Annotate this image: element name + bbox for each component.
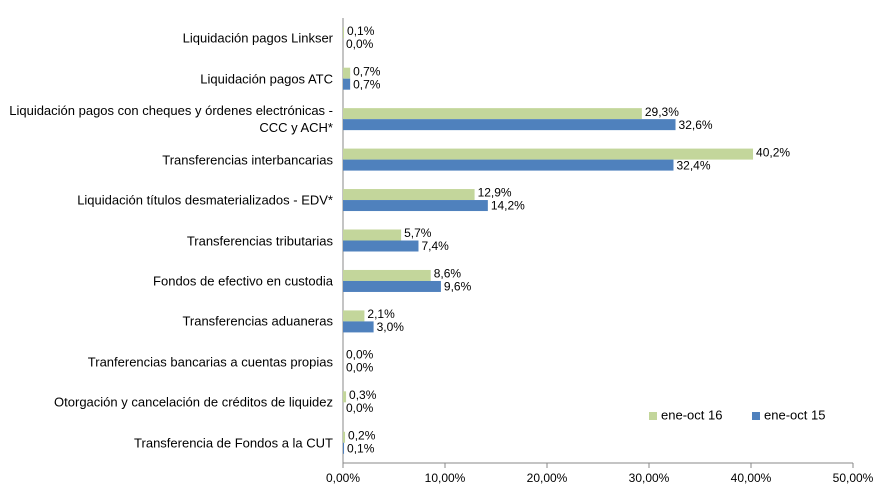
category-label: Transferencias tributarias [186, 233, 333, 248]
category-label: Liquidación pagos ATC [200, 71, 333, 87]
value-label: 0,0% [346, 37, 374, 51]
category-label: Liquidación títulos desmaterializados - … [77, 192, 333, 208]
value-label: 0,3% [349, 388, 377, 402]
category-label: Fondos de efectivo en custodia [153, 273, 333, 289]
value-label: 0,2% [348, 428, 376, 442]
value-label: 0,0% [346, 401, 374, 415]
category-label: Otorgación y cancelación de créditos de … [54, 394, 333, 410]
bar [343, 159, 674, 171]
x-tick-label: 0,00% [326, 471, 360, 485]
legend-swatch [752, 412, 760, 420]
bar [343, 229, 402, 241]
bar [343, 67, 351, 79]
value-label: 0,1% [347, 441, 375, 455]
category-label: Liquidación pagos Linkser [182, 30, 333, 46]
category-label: Transferencias aduaneras [182, 313, 333, 329]
value-label: 9,6% [444, 280, 472, 294]
bar [343, 442, 345, 454]
value-label: 0,7% [353, 64, 381, 78]
x-tick-label: 10,00% [425, 471, 466, 485]
value-label: 7,4% [421, 239, 449, 253]
x-tick-label: 40,00% [731, 471, 772, 485]
legend-label: ene-oct 15 [764, 407, 825, 422]
x-tick-label: 30,00% [629, 471, 670, 485]
value-label: 32,6% [679, 118, 713, 132]
bar [343, 391, 347, 403]
value-label: 0,0% [346, 348, 374, 362]
value-label: 32,4% [676, 158, 710, 172]
bar [343, 269, 431, 281]
value-label: 2,1% [367, 307, 395, 321]
legend-label: ene-oct 16 [661, 407, 722, 422]
bar [343, 27, 345, 39]
x-tick-label: 50,00% [833, 471, 874, 485]
value-label: 3,0% [377, 320, 405, 334]
bar [343, 148, 754, 160]
bar [343, 78, 351, 90]
category-label: Transferencia de Fondos a la CUT [134, 435, 333, 451]
bar [343, 431, 346, 443]
value-label: 0,0% [346, 361, 374, 375]
bar [343, 200, 488, 212]
value-label: 29,3% [645, 105, 679, 119]
legend-swatch [649, 412, 657, 420]
category-label: Tranferencias bancarias a cuentas propia… [87, 354, 333, 370]
value-label: 12,9% [478, 186, 512, 200]
x-tick-label: 20,00% [527, 471, 568, 485]
category-label: Transferencias interbancarias [162, 152, 333, 168]
bar [343, 240, 419, 252]
value-label: 5,7% [404, 226, 432, 240]
value-label: 8,6% [434, 267, 462, 281]
category-label: Liquidación pagos con cheques y órdenes … [9, 103, 333, 136]
bar [343, 119, 676, 131]
value-label: 0,1% [347, 24, 375, 38]
bar [343, 189, 475, 201]
value-label: 0,7% [353, 77, 381, 91]
bar [343, 310, 365, 322]
bar [343, 280, 441, 292]
bar [343, 108, 642, 120]
bar [343, 321, 374, 333]
value-label: 14,2% [491, 199, 525, 213]
value-label: 40,2% [756, 145, 790, 159]
